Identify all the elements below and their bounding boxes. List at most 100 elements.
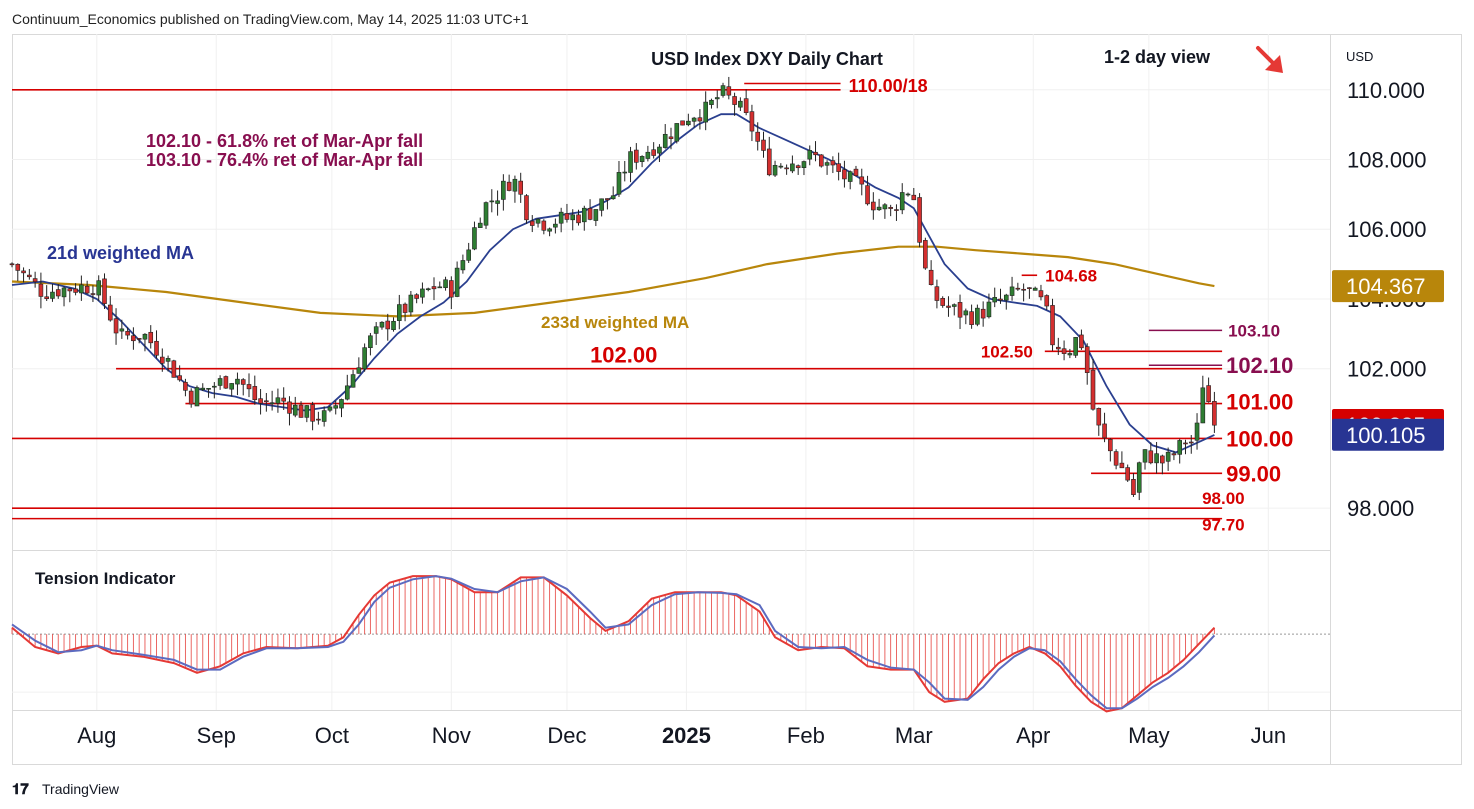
- candle: [304, 405, 310, 423]
- candle-body: [356, 367, 362, 374]
- candle: [154, 330, 159, 359]
- candle-body: [1108, 439, 1113, 452]
- candle-body: [980, 308, 986, 319]
- candle-body: [778, 165, 784, 168]
- price-tag-label: 100.105: [1346, 423, 1426, 448]
- candle-body: [1183, 442, 1188, 445]
- time-axis: Aug Sep Oct Nov Dec 2025 Feb Mar Apr May Jun: [77, 723, 1286, 748]
- candle-body: [350, 374, 356, 388]
- candle: [321, 406, 327, 427]
- candle: [107, 295, 113, 322]
- candle-body: [1148, 450, 1154, 464]
- level-label: 102.10: [1226, 353, 1293, 378]
- candle: [998, 288, 1003, 304]
- candle-body: [142, 333, 148, 340]
- candle-body: [686, 120, 691, 126]
- candle-body: [599, 198, 604, 211]
- candle: [761, 131, 766, 158]
- candle: [1142, 449, 1148, 470]
- candle: [1119, 451, 1125, 469]
- candle: [235, 372, 240, 396]
- candle-body: [84, 285, 90, 294]
- moving-averages: [11, 113, 1215, 454]
- candle-body: [824, 162, 830, 166]
- candle-body: [472, 227, 477, 250]
- candle: [125, 327, 130, 340]
- candle-body: [541, 220, 547, 231]
- candle: [853, 165, 859, 177]
- candle-body: [859, 176, 865, 185]
- candle-body: [518, 180, 524, 195]
- candle-body: [975, 307, 980, 325]
- candle: [1206, 377, 1211, 403]
- candle: [842, 160, 847, 188]
- candle: [680, 120, 685, 126]
- candle: [749, 104, 755, 142]
- candle-body: [38, 283, 44, 297]
- candle-body: [749, 111, 755, 132]
- ma21-line: [11, 113, 1215, 454]
- time-tick-label: Aug: [77, 723, 116, 748]
- candle-body: [1084, 346, 1090, 373]
- candle: [674, 123, 680, 144]
- candle-body: [281, 397, 286, 402]
- level-label: 98.00: [1202, 489, 1245, 508]
- candle-body: [159, 356, 165, 364]
- candle: [1160, 454, 1165, 475]
- candle-body: [61, 287, 67, 298]
- candle-body: [755, 131, 761, 142]
- candle-body: [801, 161, 807, 168]
- candle-body: [1125, 467, 1130, 481]
- candle-body: [668, 136, 674, 139]
- candle: [292, 396, 298, 418]
- candle-body: [252, 386, 258, 401]
- candle: [1061, 340, 1067, 361]
- candle: [535, 218, 541, 228]
- candle: [90, 285, 96, 303]
- candle: [980, 301, 986, 327]
- candle-body: [1032, 287, 1038, 291]
- candle-body: [1061, 348, 1067, 354]
- candle-body: [298, 404, 304, 418]
- candle: [391, 317, 396, 332]
- candle-body: [662, 133, 668, 148]
- candle-body: [888, 207, 893, 209]
- candle-body: [1073, 337, 1078, 356]
- candle: [102, 273, 107, 309]
- candle-body: [1206, 385, 1211, 403]
- candle-body: [587, 208, 593, 220]
- candle: [599, 198, 604, 217]
- candle: [576, 209, 581, 226]
- price-tag-box: [1332, 418, 1444, 451]
- candle-body: [766, 148, 772, 176]
- candle: [616, 161, 622, 197]
- candle-body: [96, 280, 102, 296]
- candle: [639, 155, 645, 168]
- candle-body: [1165, 451, 1171, 462]
- candle-body: [934, 286, 940, 301]
- candle: [495, 190, 500, 216]
- candle: [651, 142, 656, 159]
- candle: [96, 275, 102, 302]
- tradingview-logo-icon: 𝟏𝟕: [12, 781, 29, 798]
- candle: [333, 400, 339, 415]
- candle: [818, 154, 824, 168]
- candle-body: [1090, 369, 1096, 410]
- candle: [1050, 298, 1055, 351]
- candle-body: [813, 151, 818, 156]
- candle-body: [385, 320, 391, 330]
- candle-body: [1200, 387, 1206, 424]
- candle: [1096, 407, 1102, 436]
- candle-body: [506, 181, 512, 191]
- candle: [356, 357, 362, 374]
- candle: [657, 144, 662, 162]
- candle-body: [1096, 408, 1102, 426]
- candle-body: [50, 291, 55, 299]
- candle-body: [414, 294, 419, 299]
- candle-body: [899, 192, 905, 211]
- candle: [911, 187, 917, 201]
- candle-body: [628, 151, 633, 173]
- candle-body: [304, 405, 310, 418]
- candle-body: [865, 185, 870, 205]
- candle-body: [449, 280, 454, 298]
